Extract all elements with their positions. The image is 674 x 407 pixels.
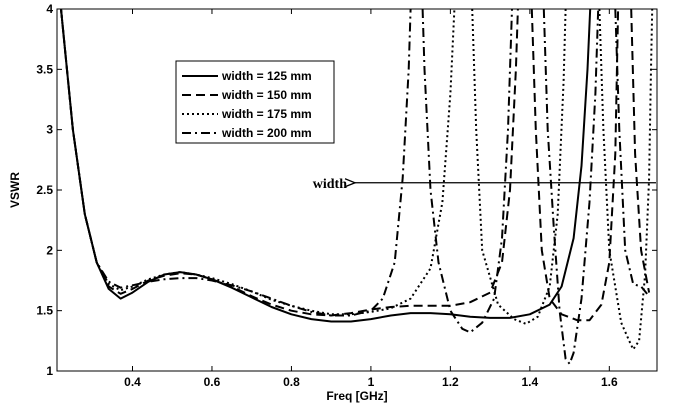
series-layer: [60, 9, 654, 365]
x-tick-label: 0.8: [283, 375, 300, 389]
series-line-1: [60, 9, 592, 323]
series-line-3: [60, 9, 654, 351]
y-tick-label: 1: [46, 364, 53, 378]
x-tick-label: 1: [368, 375, 375, 389]
x-tick-label: 1.6: [601, 375, 618, 389]
legend-label-3: width = 175 mm: [221, 107, 312, 121]
x-tick-label: 1.2: [442, 375, 459, 389]
y-tick-label: 2.5: [36, 183, 53, 197]
y-tick-label: 3: [46, 123, 53, 137]
series-line-4: [60, 9, 650, 365]
x-tick-label: 0.6: [204, 375, 221, 389]
legend-label-4: width = 200 mm: [221, 126, 312, 140]
legend-box: [175, 60, 335, 144]
x-axis: 0.4 0.6 0.8 1 1.2 1.4 1.6: [124, 9, 618, 389]
legend: width = 125 mm width = 150 mm width = 175 …: [175, 60, 335, 144]
y-axis-label: VSWR: [8, 172, 22, 208]
plot-area: [56, 8, 658, 372]
y-tick-label: 1.5: [36, 304, 53, 318]
x-tick-label: 0.4: [124, 375, 141, 389]
annotation-layer: width: [313, 177, 656, 192]
legend-label-2: width = 150 mm: [221, 88, 312, 102]
x-axis-label: Freq [GHz]: [326, 389, 387, 403]
annotation-label: width: [313, 177, 347, 192]
x-tick-label: 1.4: [522, 375, 539, 389]
y-tick-label: 2: [46, 243, 53, 257]
legend-label-1: width = 125 mm: [221, 69, 312, 83]
y-tick-label: 4: [46, 2, 53, 16]
y-axis: 1 1.5 2 2.5 3 3.5 4: [36, 2, 657, 378]
y-tick-label: 3.5: [36, 62, 53, 76]
